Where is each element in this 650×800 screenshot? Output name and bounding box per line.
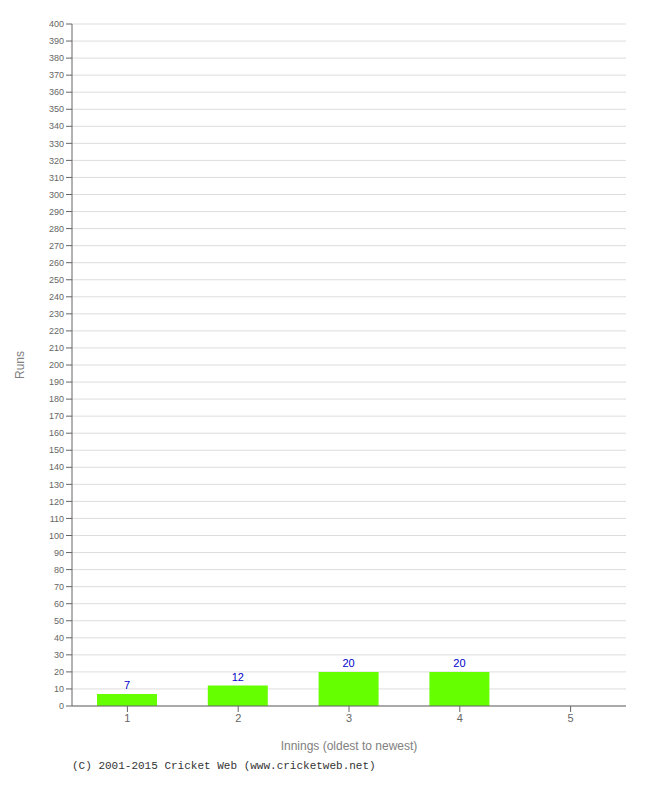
svg-text:260: 260	[49, 258, 64, 268]
svg-text:320: 320	[49, 156, 64, 166]
svg-text:380: 380	[49, 53, 64, 63]
svg-text:250: 250	[49, 275, 64, 285]
svg-text:1: 1	[124, 712, 130, 724]
svg-text:12: 12	[232, 671, 244, 683]
svg-text:20: 20	[453, 657, 465, 669]
svg-text:370: 370	[49, 70, 64, 80]
svg-text:20: 20	[342, 657, 354, 669]
svg-text:310: 310	[49, 173, 64, 183]
svg-text:5: 5	[568, 712, 574, 724]
svg-text:300: 300	[49, 190, 64, 200]
svg-text:Innings (oldest to newest): Innings (oldest to newest)	[281, 739, 418, 753]
svg-text:270: 270	[49, 241, 64, 251]
svg-text:330: 330	[49, 139, 64, 149]
svg-text:20: 20	[54, 667, 64, 677]
svg-text:180: 180	[49, 394, 64, 404]
html-text:(C) 2001-2015 Cricket Web (www: (C) 2001-2015 Cricket Web (www.cricketwe…	[72, 760, 376, 772]
svg-text:140: 140	[49, 462, 64, 472]
svg-text:160: 160	[49, 428, 64, 438]
svg-text:200: 200	[49, 360, 64, 370]
svg-text:340: 340	[49, 121, 64, 131]
svg-text:80: 80	[54, 565, 64, 575]
svg-text:190: 190	[49, 377, 64, 387]
svg-text:3: 3	[346, 712, 352, 724]
svg-text:390: 390	[49, 36, 64, 46]
svg-text:220: 220	[49, 326, 64, 336]
svg-text:70: 70	[54, 582, 64, 592]
svg-text:0: 0	[59, 701, 64, 711]
svg-text:400: 400	[49, 19, 64, 29]
svg-text:7: 7	[124, 679, 130, 691]
svg-text:10: 10	[54, 684, 64, 694]
svg-text:90: 90	[54, 548, 64, 558]
svg-text:350: 350	[49, 104, 64, 114]
svg-text:280: 280	[49, 224, 64, 234]
svg-text:290: 290	[49, 207, 64, 217]
svg-text:360: 360	[49, 87, 64, 97]
svg-text:2: 2	[235, 712, 241, 724]
svg-text:50: 50	[54, 616, 64, 626]
svg-text:240: 240	[49, 292, 64, 302]
svg-text:230: 230	[49, 309, 64, 319]
svg-text:110: 110	[50, 514, 64, 524]
svg-text:60: 60	[54, 599, 64, 609]
svg-text:150: 150	[49, 445, 64, 455]
svg-text:4: 4	[457, 712, 463, 724]
svg-text:Runs: Runs	[13, 351, 27, 379]
svg-text:130: 130	[49, 480, 64, 490]
svg-text:100: 100	[49, 531, 64, 541]
svg-text:30: 30	[54, 650, 64, 660]
svg-text:170: 170	[49, 411, 64, 421]
svg-text:40: 40	[54, 633, 64, 643]
svg-text:210: 210	[49, 343, 64, 353]
svg-text:120: 120	[49, 497, 64, 507]
